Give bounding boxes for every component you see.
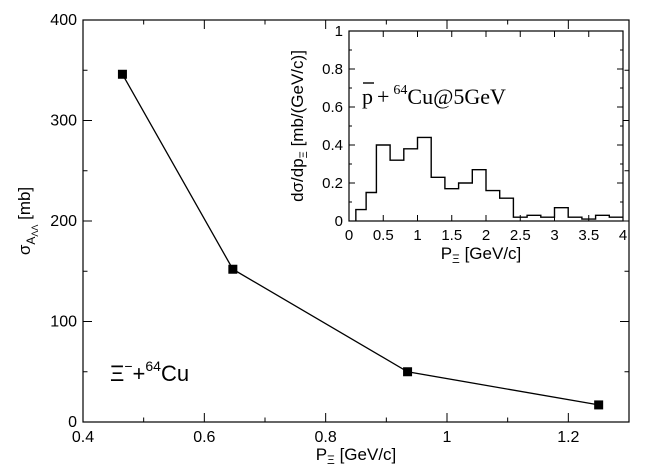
main-y-axis-label: σAΛΛ [mb] (15, 187, 40, 255)
main-x-tick-label: 1 (443, 429, 452, 446)
inset-x-tick-label: 2 (482, 227, 490, 244)
inset-y-tick-label: 0 (335, 213, 343, 230)
main-x-label-main: P (316, 445, 327, 464)
main-annot-plus: + (133, 361, 146, 386)
main-annot-mass: 64 (145, 358, 161, 374)
main-y-tick-label: 100 (50, 314, 77, 331)
inset-y-label-sub: Ξ (298, 151, 310, 158)
inset-y-tick-label: 0.4 (322, 137, 343, 154)
inset-y-tick-label: 0.8 (322, 61, 343, 78)
main-y-tick-label: 200 (50, 213, 77, 230)
main-y-label-main: σ (15, 244, 34, 255)
inset-x-tick-label: 0.5 (373, 227, 394, 244)
inset-x-tick-label: 0 (345, 227, 353, 244)
inset-y-axis-label: dσ/dpΞ [mb/(GeV/c)] (288, 50, 310, 202)
inset-x-label-main: P (441, 244, 452, 263)
main-y-tick-label: 0 (68, 414, 77, 431)
main-x-tick-label: 1.2 (557, 429, 579, 446)
main-y-tick-label: 400 (50, 12, 77, 29)
inset-x-tick-label: 1 (413, 227, 421, 244)
main-x-label-sub: Ξ (327, 453, 335, 467)
main-y-label-unit: [mb] (15, 187, 34, 225)
main-data-point (594, 400, 604, 410)
main-annotation: Ξ−+64Cu (110, 358, 189, 386)
inset-x-axis-label: PΞ [GeV/c] (441, 244, 522, 266)
main-y-label-subsub: ΛΛ (30, 225, 40, 237)
main-data-point (403, 367, 413, 377)
main-data-point (228, 264, 238, 274)
main-x-label-unit: [GeV/c] (335, 445, 396, 464)
inset-annot-plus: + (377, 84, 389, 109)
main-x-tick-label: 0.8 (315, 429, 337, 446)
inset-x-tick-label: 1.5 (441, 227, 462, 244)
inset-y-tick-label: 1 (335, 23, 343, 40)
main-annot-charge: − (124, 358, 132, 374)
inset-x-tick-label: 3.5 (578, 227, 599, 244)
main-annot-target: Cu (161, 361, 189, 386)
main-y-tick-label: 300 (50, 113, 77, 130)
inset-y-tick-label: 0.6 (322, 99, 343, 116)
inset-y-label-main: dσ/dp (288, 158, 307, 202)
inset-plot-frame (348, 30, 624, 222)
inset-x-tick-label: 2.5 (510, 227, 531, 244)
inset-histogram-steps (355, 136, 623, 221)
inset-annotation: p +64Cu@5GeV (362, 83, 506, 109)
inset-y-tick-label: 0.2 (322, 175, 343, 192)
inset-annot-mass: 64 (393, 83, 407, 98)
inset-x-label-sub: Ξ (452, 252, 460, 266)
inset-x-label-unit: [GeV/c] (460, 244, 521, 263)
main-x-tick-label: 0.6 (193, 429, 215, 446)
main-data-point (117, 69, 127, 79)
inset-x-tick-label: 3 (550, 227, 558, 244)
inset-y-label-unit: [mb/(GeV/c)] (288, 50, 307, 151)
main-series-line (121, 73, 599, 406)
inset-x-tick-label: 4 (619, 227, 627, 244)
inset-annot-target: Cu@5GeV (407, 84, 506, 109)
main-x-tick-label: 0.4 (72, 429, 94, 446)
main-y-label-sub: A (24, 237, 38, 245)
main-annot-particle: Ξ (110, 361, 124, 386)
inset-annot-projectile: p (362, 84, 373, 109)
main-x-axis-label: PΞ [GeV/c] (316, 445, 397, 467)
